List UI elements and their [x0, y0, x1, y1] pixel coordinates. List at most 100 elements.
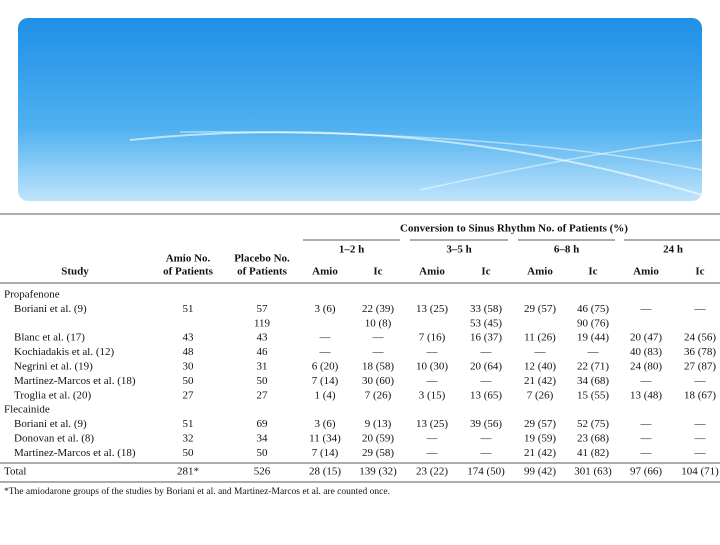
- cell: 43: [257, 332, 269, 344]
- banner-curve: [129, 131, 703, 196]
- cell: 48: [183, 346, 195, 358]
- cell: 52 (75): [577, 418, 609, 430]
- study-name: Martinez-Marcos et al. (18): [14, 447, 136, 459]
- cell: —: [534, 346, 547, 358]
- cell: 24 (80): [630, 361, 662, 373]
- cell: 11 (26): [524, 332, 556, 344]
- column-header: Study: [61, 266, 89, 278]
- cell: 53 (45): [470, 317, 502, 329]
- cell: —: [694, 303, 707, 315]
- cell: 13 (25): [416, 303, 448, 315]
- cell: —: [694, 375, 707, 387]
- cell: 51: [183, 418, 194, 430]
- cell: —: [426, 433, 439, 445]
- cell: 30: [183, 361, 195, 373]
- study-name: Boriani et al. (9): [14, 303, 87, 315]
- cell: 104 (71): [681, 466, 719, 478]
- cell: 69: [257, 418, 269, 430]
- cell: 24 (56): [684, 332, 716, 344]
- group-header: 1–2 h: [339, 244, 364, 256]
- cell: 34 (68): [577, 375, 609, 387]
- cell: —: [426, 346, 439, 358]
- cell: —: [372, 332, 385, 344]
- cell: 21 (42): [524, 375, 556, 387]
- cell: 7 (26): [365, 389, 392, 401]
- cell: —: [480, 447, 493, 459]
- sub-header: Ic: [373, 266, 382, 278]
- group-header: 6–8 h: [554, 244, 579, 256]
- cell: 90 (76): [577, 317, 609, 329]
- cell: 97 (66): [630, 466, 662, 478]
- cell: 27: [183, 389, 195, 401]
- cell: 13 (65): [470, 389, 502, 401]
- cell: 31: [257, 361, 268, 373]
- cell: 20 (64): [470, 361, 502, 373]
- cell: 119: [254, 317, 271, 329]
- cell: —: [694, 418, 707, 430]
- cell: —: [480, 375, 493, 387]
- cell: 12 (40): [524, 361, 556, 373]
- sub-header: Ic: [695, 266, 704, 278]
- cell: —: [640, 418, 653, 430]
- cell: 50: [183, 375, 195, 387]
- cell: 20 (47): [630, 332, 662, 344]
- sub-header: Ic: [588, 266, 597, 278]
- cell: 23 (22): [416, 466, 448, 478]
- banner: [18, 18, 702, 201]
- cell: 18 (67): [684, 389, 716, 401]
- cell: 174 (50): [467, 466, 505, 478]
- cell: 15 (55): [577, 389, 609, 401]
- cell: 19 (44): [577, 332, 609, 344]
- cell: 18 (58): [362, 361, 394, 373]
- cell: 7 (14): [312, 375, 339, 387]
- cell: 1 (4): [314, 389, 335, 401]
- section-label: Propafenone: [4, 289, 60, 301]
- cell: 46 (75): [577, 303, 609, 315]
- study-name: Boriani et al. (9): [14, 418, 87, 430]
- cell: 28 (15): [309, 466, 341, 478]
- study-name: Donovan et al. (8): [14, 433, 94, 445]
- cell: 39 (56): [470, 418, 502, 430]
- group-header: 24 h: [663, 244, 683, 256]
- cell: 29 (57): [524, 418, 556, 430]
- cell: 50: [257, 375, 269, 387]
- sub-header: Amio: [419, 266, 445, 278]
- cell: 21 (42): [524, 447, 556, 459]
- section-label: Flecainide: [4, 404, 50, 416]
- cell: 3 (6): [314, 418, 335, 430]
- sub-header: Ic: [481, 266, 490, 278]
- cell: 29 (57): [524, 303, 556, 315]
- column-header: of Patients: [163, 266, 214, 278]
- cell: 43: [183, 332, 195, 344]
- cell: 281*: [177, 466, 199, 478]
- cell: 36 (78): [684, 346, 716, 358]
- cell: 7 (26): [527, 389, 554, 401]
- cell: 16 (37): [470, 332, 502, 344]
- cell: —: [372, 346, 385, 358]
- cell: —: [480, 346, 493, 358]
- cell: 11 (34): [309, 433, 341, 445]
- cell: —: [694, 433, 707, 445]
- cell: —: [319, 332, 332, 344]
- cell: 50: [183, 447, 195, 459]
- cell: 34: [257, 433, 269, 445]
- cell: 10 (8): [365, 317, 392, 329]
- cell: —: [640, 375, 653, 387]
- group-header: 3–5 h: [446, 244, 471, 256]
- sub-header: Amio: [312, 266, 338, 278]
- cell: 29 (58): [362, 447, 394, 459]
- cell: 30 (60): [362, 375, 394, 387]
- cell: 9 (13): [365, 418, 392, 430]
- cell: 10 (30): [416, 361, 448, 373]
- column-header: of Patients: [237, 266, 288, 278]
- cell: 46: [257, 346, 269, 358]
- cell: 27 (87): [684, 361, 716, 373]
- cell: 22 (71): [577, 361, 609, 373]
- cell: —: [426, 447, 439, 459]
- cell: —: [640, 447, 653, 459]
- cell: 40 (83): [630, 346, 662, 358]
- cell: 32: [183, 433, 194, 445]
- cell: 139 (32): [359, 466, 397, 478]
- sub-header: Amio: [633, 266, 659, 278]
- cell: 3 (15): [419, 389, 446, 401]
